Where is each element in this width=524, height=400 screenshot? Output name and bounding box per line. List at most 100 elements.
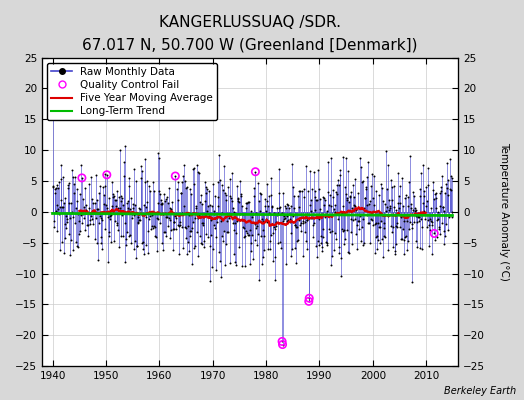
Point	[198, 240, 206, 247]
Point	[112, 196, 120, 203]
Point	[261, 203, 269, 210]
Point	[172, 211, 181, 218]
Point	[300, 186, 308, 192]
Point	[240, 234, 248, 240]
Point	[339, 203, 347, 210]
Point	[50, 218, 59, 225]
Point	[329, 187, 337, 194]
Point	[64, 231, 73, 237]
Point	[191, 243, 200, 249]
Point	[283, 218, 292, 224]
Point	[70, 181, 79, 188]
Point	[365, 201, 373, 207]
Point	[91, 236, 99, 242]
Point	[133, 243, 141, 250]
Point	[331, 230, 339, 236]
Point	[380, 220, 388, 227]
Point	[363, 212, 371, 218]
Point	[222, 241, 230, 247]
Point	[191, 215, 199, 221]
Point	[183, 251, 191, 257]
Point	[181, 178, 189, 184]
Point	[92, 215, 100, 222]
Point	[297, 220, 305, 227]
Point	[265, 193, 273, 199]
Point	[448, 175, 456, 181]
Point	[124, 205, 132, 211]
Point	[416, 245, 424, 251]
Point	[252, 210, 260, 216]
Point	[119, 202, 127, 208]
Point	[134, 214, 142, 220]
Point	[259, 217, 267, 224]
Point	[75, 218, 83, 224]
Point	[422, 203, 430, 210]
Point	[209, 181, 217, 188]
Point	[212, 234, 220, 240]
Point	[392, 224, 401, 230]
Point	[326, 262, 335, 268]
Point	[447, 173, 455, 179]
Point	[355, 205, 364, 211]
Point	[151, 224, 159, 230]
Point	[145, 188, 154, 194]
Point	[245, 227, 254, 234]
Point	[336, 255, 345, 262]
Point	[103, 172, 111, 178]
Point	[288, 161, 297, 167]
Point	[298, 212, 307, 218]
Point	[83, 210, 91, 216]
Point	[307, 197, 315, 204]
Point	[110, 238, 118, 244]
Point	[138, 240, 146, 246]
Point	[267, 175, 275, 182]
Point	[374, 237, 382, 244]
Point	[137, 212, 146, 219]
Point	[415, 218, 423, 224]
Point	[421, 211, 429, 217]
Point	[389, 183, 398, 190]
Point	[401, 194, 409, 201]
Point	[324, 159, 332, 165]
Point	[122, 242, 130, 248]
Point	[289, 213, 297, 219]
Point	[79, 211, 87, 218]
Point	[301, 218, 309, 225]
Y-axis label: Temperature Anomaly (°C): Temperature Anomaly (°C)	[499, 142, 509, 281]
Point	[407, 220, 416, 227]
Point	[231, 220, 239, 226]
Point	[210, 210, 219, 217]
Point	[130, 237, 139, 244]
Point	[326, 192, 334, 198]
Point	[74, 244, 82, 250]
Point	[76, 228, 84, 234]
Point	[53, 228, 62, 234]
Point	[370, 221, 379, 227]
Point	[168, 199, 176, 206]
Point	[190, 164, 199, 171]
Point	[69, 214, 77, 220]
Point	[230, 226, 238, 233]
Point	[256, 208, 265, 214]
Point	[129, 205, 137, 211]
Point	[308, 215, 316, 221]
Point	[186, 233, 194, 239]
Point	[263, 181, 271, 187]
Point	[313, 197, 321, 203]
Point	[71, 174, 80, 181]
Point	[164, 223, 172, 229]
Point	[378, 236, 386, 243]
Point	[372, 220, 380, 226]
Point	[179, 244, 187, 251]
Point	[148, 179, 157, 186]
Point	[200, 244, 209, 250]
Point	[350, 201, 358, 208]
Point	[247, 208, 255, 214]
Point	[103, 172, 111, 178]
Point	[323, 208, 331, 214]
Point	[214, 194, 222, 200]
Point	[424, 242, 433, 249]
Point	[128, 211, 136, 217]
Point	[85, 205, 94, 211]
Point	[258, 227, 267, 233]
